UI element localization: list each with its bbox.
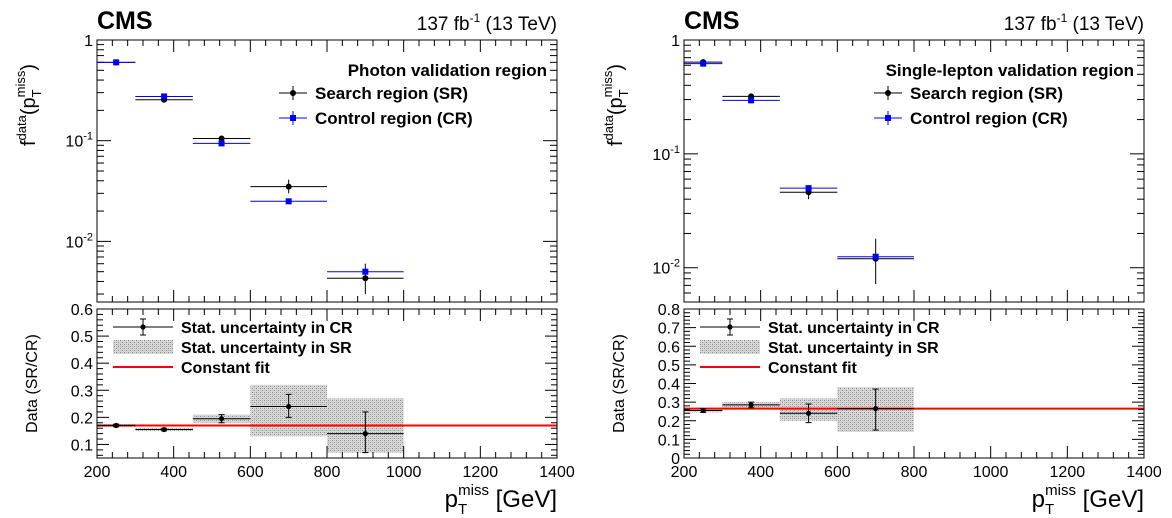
legend-marker-circle — [290, 90, 296, 96]
bottom-y-tick-label: 0.2 — [658, 414, 680, 431]
series-1-point — [161, 93, 168, 100]
bottom-y-tick-label: 0.7 — [658, 321, 680, 338]
chart-panel-2: 1 10-1 10-2 fdata(pTmiss) CMS 137 fb-1 (13 Te… — [600, 7, 1162, 518]
bottom-y-tick-label: 0.4 — [71, 356, 93, 373]
bottom-legend-entry: Stat. uncertainty in SR — [768, 340, 939, 357]
legend-errorbar-point — [140, 324, 146, 330]
top-y-tick-label: 10-2 — [65, 231, 93, 251]
bottom-y-tick-label: 0.1 — [658, 432, 680, 449]
bottom-legend-entry: Stat. uncertainty in SR — [181, 340, 352, 357]
legend-entry: Search region (SR) — [315, 84, 468, 103]
top-y-tick-label: 10-2 — [652, 258, 680, 278]
series-1-point — [748, 97, 755, 104]
bottom-y-tick-label: 0.5 — [71, 329, 93, 346]
x-tick-label: 200 — [671, 464, 698, 481]
x-axis-title: pTmiss [GeV] — [1032, 482, 1144, 518]
top-y-tick-label: 1 — [84, 33, 93, 50]
top-y-tick-label: 10-1 — [65, 131, 93, 151]
x-tick-label: 600 — [824, 464, 851, 481]
lumi-label: 137 fb-1 (13 TeV) — [417, 11, 557, 35]
legend-entry: Control region (CR) — [315, 109, 473, 128]
bottom-y-tick-label: 0.2 — [71, 410, 93, 427]
legend-marker-square — [885, 115, 891, 121]
x-tick-label: 1400 — [539, 464, 575, 481]
series-1-point — [805, 185, 812, 192]
ratio-point — [286, 403, 292, 410]
x-tick-label: 1400 — [1126, 464, 1162, 481]
x-tick-label: 400 — [160, 464, 187, 481]
bottom-y-tick-label: 0.8 — [658, 302, 680, 319]
top-y-axis-title: fdata(pTmiss) — [600, 64, 631, 146]
top-y-axis-title: fdata(pTmiss) — [13, 64, 44, 146]
x-tick-label: 1200 — [1050, 464, 1086, 481]
bottom-y-tick-label: 0.3 — [71, 383, 93, 400]
top-y-tick-label: 10-1 — [652, 144, 680, 164]
ratio-point — [161, 426, 167, 433]
ratio-point — [218, 416, 225, 422]
legend-marker-circle — [885, 90, 891, 96]
bottom-y-tick-label: 0.3 — [658, 395, 680, 412]
x-tick-label: 400 — [747, 464, 774, 481]
bottom-y-tick-label: 0 — [671, 451, 680, 468]
ratio-point — [113, 422, 119, 429]
legend-entry: Search region (SR) — [910, 84, 1063, 103]
cms-label: CMS — [97, 7, 153, 35]
bottom-y-tick-label: 0.4 — [658, 377, 680, 394]
legend-marker-square — [290, 115, 296, 121]
legend-entry: Control region (CR) — [910, 109, 1068, 128]
ratio-point — [805, 410, 812, 416]
ratio-point — [748, 402, 754, 408]
ratio-point — [362, 431, 368, 437]
series-1-point — [285, 198, 292, 205]
bottom-y-tick-label: 0.1 — [71, 437, 93, 454]
region-title: Photon validation region — [348, 61, 547, 80]
x-tick-label: 200 — [84, 464, 111, 481]
bottom-legend-entry: Stat. uncertainty in CR — [181, 320, 353, 337]
bottom-y-axis-title: Data (SR/CR) — [611, 334, 628, 433]
bottom-legend-entry: Stat. uncertainty in CR — [768, 320, 940, 337]
x-tick-label: 800 — [901, 464, 928, 481]
ratio-point — [873, 406, 879, 412]
cms-label: CMS — [684, 7, 740, 35]
x-tick-label: 800 — [314, 464, 341, 481]
bottom-legend-entry: Constant fit — [181, 360, 271, 377]
x-tick-label: 1000 — [386, 464, 422, 481]
series-0-point — [362, 275, 369, 282]
bottom-y-tick-label: 0.6 — [71, 302, 93, 319]
legend-errorbar-point — [727, 324, 733, 330]
series-0-point — [218, 135, 225, 142]
x-tick-label: 600 — [237, 464, 264, 481]
x-axis-title: pTmiss [GeV] — [445, 482, 557, 518]
ratio-point — [700, 407, 706, 414]
top-y-tick-label: 1 — [671, 33, 680, 50]
bottom-legend-entry: Constant fit — [768, 360, 858, 377]
lumi-label: 137 fb-1 (13 TeV) — [1004, 11, 1144, 35]
x-tick-label: 1000 — [973, 464, 1009, 481]
legend-band — [113, 340, 173, 354]
series-1-point — [700, 60, 707, 67]
bottom-y-tick-label: 0.6 — [658, 339, 680, 356]
bottom-y-axis-title: Data (SR/CR) — [24, 334, 41, 433]
chart-panel-1: 1 10-1 10-2 fdata(pTmiss) CMS 137 fb-1 (13 Te… — [13, 7, 575, 518]
series-0-point — [285, 183, 292, 190]
bottom-y-tick-label: 0.5 — [658, 358, 680, 375]
legend-band — [700, 340, 760, 354]
series-1-point — [113, 59, 120, 66]
region-title: Single-lepton validation region — [886, 61, 1134, 80]
x-tick-label: 1200 — [463, 464, 499, 481]
series-1-point — [362, 268, 369, 275]
series-1-point — [218, 140, 225, 147]
series-1-point — [872, 253, 879, 260]
